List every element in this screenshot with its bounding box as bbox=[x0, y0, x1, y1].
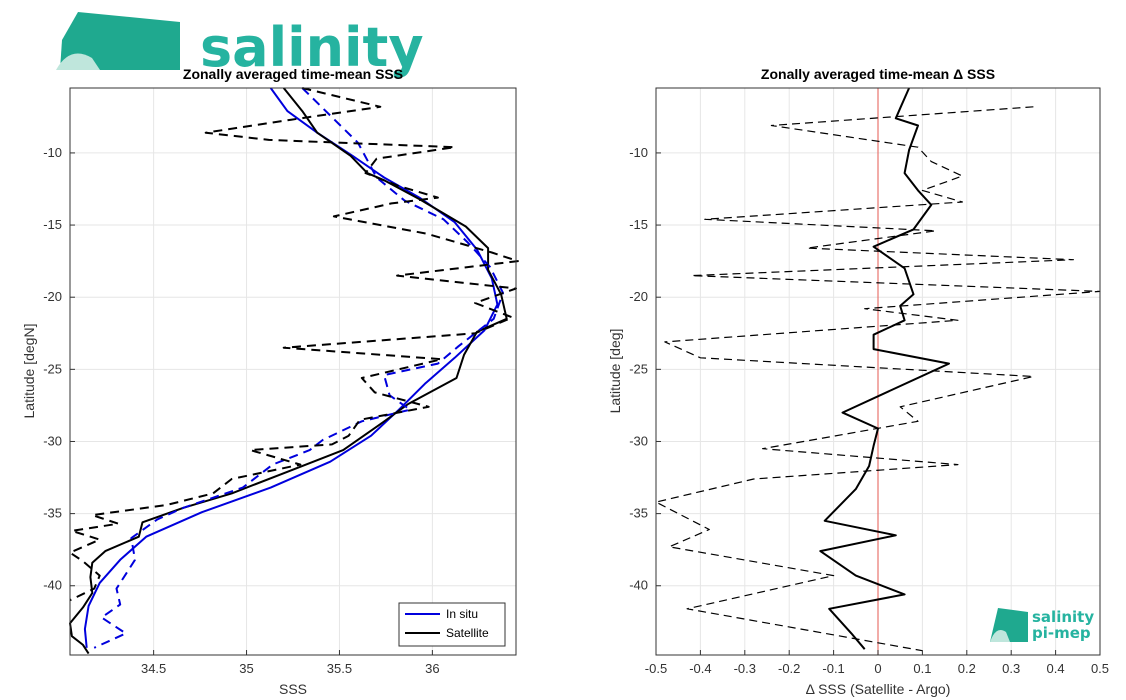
pi-mep-line2: pi-mep bbox=[1032, 624, 1091, 642]
left-series bbox=[69, 87, 519, 655]
pi-mep-line1: salinity bbox=[1032, 608, 1094, 626]
right-x-tick-label: 0.4 bbox=[1047, 661, 1065, 676]
right-x-tick-label: -0.3 bbox=[734, 661, 756, 676]
left-tick-labels: 34.5 35 35.5 36 -10 -15 -20 -25 -30 -35 -40 bbox=[43, 145, 439, 676]
logo-wave-light-icon bbox=[56, 53, 100, 70]
left-y-axis-label: Latitude [degN] bbox=[21, 324, 37, 419]
right-tick-labels: -0.5 -0.4 -0.3 -0.2 -0.1 0 0.1 0.2 0.3 0.4 0.5 -10 -… bbox=[629, 145, 1109, 676]
pi-mep-logo: salinity pi-mep bbox=[990, 608, 1094, 642]
salinity-logo: salinity bbox=[56, 12, 424, 79]
logo-wave-icon bbox=[60, 12, 180, 70]
right-x-tick-label: -0.4 bbox=[689, 661, 711, 676]
left-y-tick-label: -25 bbox=[43, 361, 62, 376]
right-x-tick-label: -0.2 bbox=[778, 661, 800, 676]
right-y-tick-label: -40 bbox=[629, 578, 648, 593]
left-y-tick-label: -15 bbox=[43, 217, 62, 232]
right-y-tick-label: -10 bbox=[629, 145, 648, 160]
right-x-tick-label: 0.5 bbox=[1091, 661, 1109, 676]
right-y-axis-label: Latitude [deg] bbox=[607, 329, 623, 414]
legend-label-satellite: Satellite bbox=[446, 626, 489, 640]
right-x-axis-label: Δ SSS (Satellite - Argo) bbox=[806, 681, 951, 697]
left-series-line-2 bbox=[93, 87, 504, 649]
left-x-tick-label: 34.5 bbox=[141, 661, 166, 676]
left-axes-frame bbox=[69, 87, 517, 656]
left-y-tick-label: -35 bbox=[43, 506, 62, 521]
right-x-tick-label: 0.1 bbox=[913, 661, 931, 676]
left-x-tick-label: 35 bbox=[239, 661, 253, 676]
right-chart-title: Zonally averaged time-mean Δ SSS bbox=[761, 66, 995, 82]
left-x-tick-label: 36 bbox=[425, 661, 439, 676]
left-x-tick-label: 35.5 bbox=[327, 661, 352, 676]
left-series-line-3 bbox=[69, 87, 519, 602]
right-series-line-0 bbox=[819, 87, 950, 650]
right-series bbox=[655, 87, 1101, 655]
right-y-tick-label: -15 bbox=[629, 217, 648, 232]
left-y-tick-label: -40 bbox=[43, 578, 62, 593]
right-y-tick-label: -20 bbox=[629, 289, 648, 304]
left-y-tick-label: -10 bbox=[43, 145, 62, 160]
right-x-tick-label: 0.3 bbox=[1002, 661, 1020, 676]
right-series-line-1 bbox=[655, 106, 1101, 652]
legend: In situ Satellite bbox=[398, 602, 506, 647]
right-y-tick-label: -35 bbox=[629, 506, 648, 521]
right-x-tick-label: 0.2 bbox=[958, 661, 976, 676]
left-chart-title: Zonally averaged time-mean SSS bbox=[183, 66, 403, 82]
right-y-tick-label: -25 bbox=[629, 361, 648, 376]
left-y-tick-label: -20 bbox=[43, 289, 62, 304]
pi-mep-wave-light-icon bbox=[990, 629, 1010, 642]
right-x-tick-label: -0.5 bbox=[645, 661, 667, 676]
right-x-tick-label: 0 bbox=[874, 661, 881, 676]
right-y-tick-label: -30 bbox=[629, 433, 648, 448]
left-series-in-situ bbox=[83, 87, 499, 648]
left-grid bbox=[70, 88, 516, 655]
left-x-axis-label: SSS bbox=[279, 681, 307, 697]
logo-text: salinity bbox=[200, 16, 424, 79]
legend-label-in-situ: In situ bbox=[446, 607, 478, 621]
left-y-tick-label: -30 bbox=[43, 433, 62, 448]
right-x-tick-label: -0.1 bbox=[822, 661, 844, 676]
legend-box bbox=[398, 602, 506, 647]
